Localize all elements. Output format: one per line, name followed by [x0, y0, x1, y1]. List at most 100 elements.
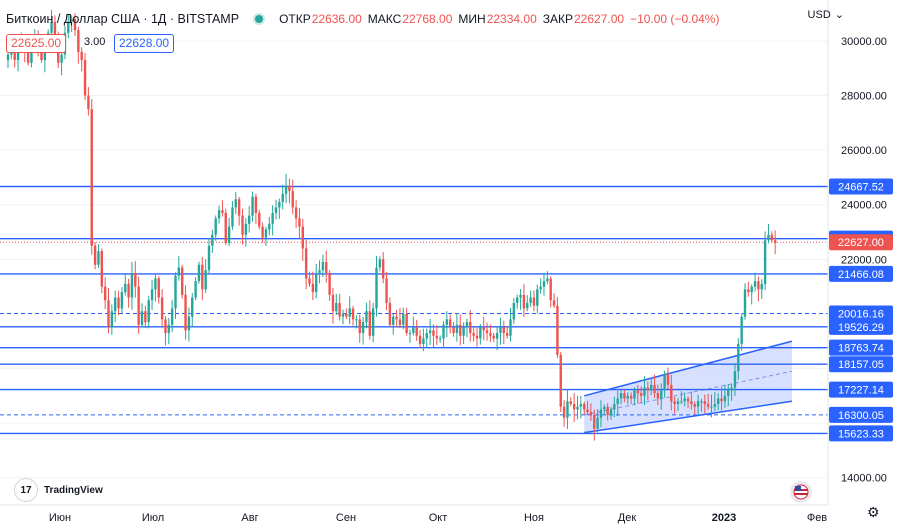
candle-body	[311, 283, 315, 293]
candle	[137, 276, 140, 334]
candle	[311, 271, 315, 301]
level-price-tag: 18763.74	[829, 339, 893, 356]
candle	[519, 289, 522, 310]
candle	[495, 326, 499, 351]
candle	[351, 305, 355, 326]
candle	[747, 281, 750, 297]
candle-body	[670, 384, 673, 402]
currency-selector[interactable]: USD ⌄	[808, 8, 844, 22]
time-tick-label: Июл	[142, 512, 164, 524]
candle	[633, 387, 636, 406]
candle	[124, 274, 127, 296]
candle	[368, 300, 371, 340]
candle	[449, 314, 452, 334]
candle-body	[375, 267, 378, 309]
gear-icon[interactable]: ⚙	[867, 504, 880, 520]
candle	[750, 284, 753, 305]
candle	[773, 230, 777, 255]
candle-body	[207, 245, 211, 271]
candle	[144, 305, 147, 329]
candle-body	[261, 226, 264, 238]
candle-body	[365, 311, 368, 323]
candle	[643, 376, 646, 405]
candle-body	[234, 199, 237, 208]
candle-body	[274, 207, 278, 213]
candle-body	[706, 404, 710, 407]
candle	[281, 184, 284, 210]
candle-body	[315, 272, 318, 293]
level-tag-bg	[829, 406, 893, 423]
candle	[566, 389, 569, 429]
candle-body	[536, 289, 539, 306]
candle	[619, 389, 623, 405]
candle	[482, 316, 485, 341]
level-price-tags: 24667.5222756.0621466.0820016.1619526.29…	[829, 178, 893, 442]
candle	[489, 324, 492, 342]
candle-body	[576, 406, 579, 410]
time-axis	[0, 504, 828, 529]
candle	[529, 290, 532, 307]
candle	[345, 308, 348, 320]
level-tag-text: 21466.08	[838, 269, 884, 281]
candle	[720, 386, 723, 411]
candle	[673, 396, 676, 414]
price-axis-labels: 14000.00 22000.00 24000.00 26000.00 28000.00…	[841, 36, 887, 485]
candle-body	[358, 319, 361, 334]
candle	[710, 394, 713, 418]
candle-body	[750, 286, 753, 293]
level-price-tag: 24667.52	[829, 178, 893, 195]
candle	[284, 174, 288, 204]
candle-body	[579, 404, 583, 407]
candle	[315, 264, 318, 299]
candle-body	[710, 406, 713, 408]
candle-body	[70, 19, 73, 22]
price-tick-label: 14000.00	[841, 473, 887, 485]
candle-body	[318, 270, 321, 273]
candle	[164, 316, 167, 346]
candle-body	[388, 303, 392, 325]
candle-body	[499, 327, 502, 334]
candle	[160, 289, 164, 327]
candle	[539, 278, 542, 294]
candle-body	[368, 311, 371, 336]
candle-body	[482, 327, 485, 331]
candle	[294, 200, 298, 228]
candle	[93, 242, 97, 270]
level-tag-text: 15623.33	[838, 428, 884, 440]
price-tick-label: 22000.00	[841, 254, 887, 266]
time-tick-label: 2023	[712, 512, 736, 524]
candle	[660, 383, 663, 410]
candle-body	[177, 267, 181, 276]
candle	[459, 314, 462, 346]
tradingview-icon: 17	[14, 478, 38, 502]
candle-body	[124, 283, 127, 293]
candle	[197, 261, 201, 284]
candle	[435, 325, 438, 345]
candle-body	[278, 202, 281, 208]
candle-body	[335, 303, 338, 312]
tradingview-logo[interactable]: 17 TradingView	[8, 474, 109, 506]
candle	[686, 396, 690, 409]
candle-body	[596, 417, 599, 429]
symbol-title[interactable]: Биткоин / Доллар США · 1Д · BITSTAMP	[6, 12, 240, 26]
candle-body	[676, 401, 680, 404]
candle	[753, 272, 757, 292]
flag-icon[interactable]	[790, 481, 812, 503]
candle	[479, 324, 482, 345]
level-price-tag: 17227.14	[829, 381, 893, 398]
buy-button[interactable]: 22628.00	[114, 34, 175, 53]
sell-button[interactable]: 22625.00	[6, 34, 67, 53]
candle-body	[418, 335, 422, 344]
candle-body	[743, 289, 747, 317]
candle-body	[80, 51, 83, 61]
time-tick-label: Сен	[336, 512, 356, 524]
candle-body	[680, 401, 683, 403]
candle	[650, 377, 653, 396]
level-tag-text: 17227.14	[838, 385, 884, 397]
candle	[583, 401, 586, 415]
candle-body	[653, 384, 656, 394]
candle-body	[227, 226, 231, 243]
candle	[167, 317, 170, 345]
candle	[110, 304, 114, 335]
